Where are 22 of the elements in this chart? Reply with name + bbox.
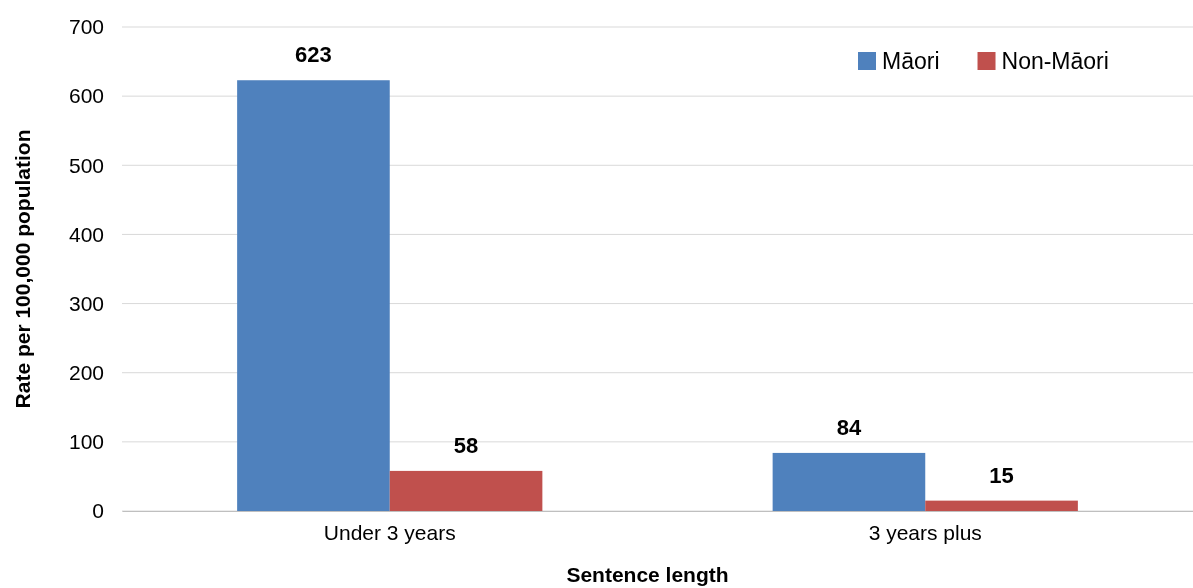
data-label: 58 <box>453 432 479 458</box>
y-tick-label: 400 <box>68 222 104 246</box>
y-tick-label: 300 <box>68 291 104 315</box>
y-tick-label: 700 <box>68 15 104 39</box>
data-label: 623 <box>295 42 332 68</box>
bar <box>772 452 926 511</box>
data-label: 84 <box>836 414 862 440</box>
data-label: 15 <box>989 462 1014 488</box>
legend-label: Māori <box>882 48 940 74</box>
bar <box>237 80 390 511</box>
legend-label: Non-Māori <box>1001 48 1109 74</box>
x-tick-label: 3 years plus <box>868 520 982 544</box>
bar <box>389 470 543 511</box>
y-tick-label: 0 <box>92 499 104 523</box>
x-tick-label: Under 3 years <box>323 520 456 544</box>
y-tick-label: 500 <box>68 153 104 177</box>
y-tick-label: 600 <box>68 84 104 108</box>
bar <box>925 500 1078 511</box>
y-axis-title: Rate per 100,000 population <box>11 129 34 409</box>
x-axis-title: Sentence length <box>566 563 729 586</box>
y-tick-label: 100 <box>68 430 104 454</box>
y-tick-label: 200 <box>68 360 104 384</box>
